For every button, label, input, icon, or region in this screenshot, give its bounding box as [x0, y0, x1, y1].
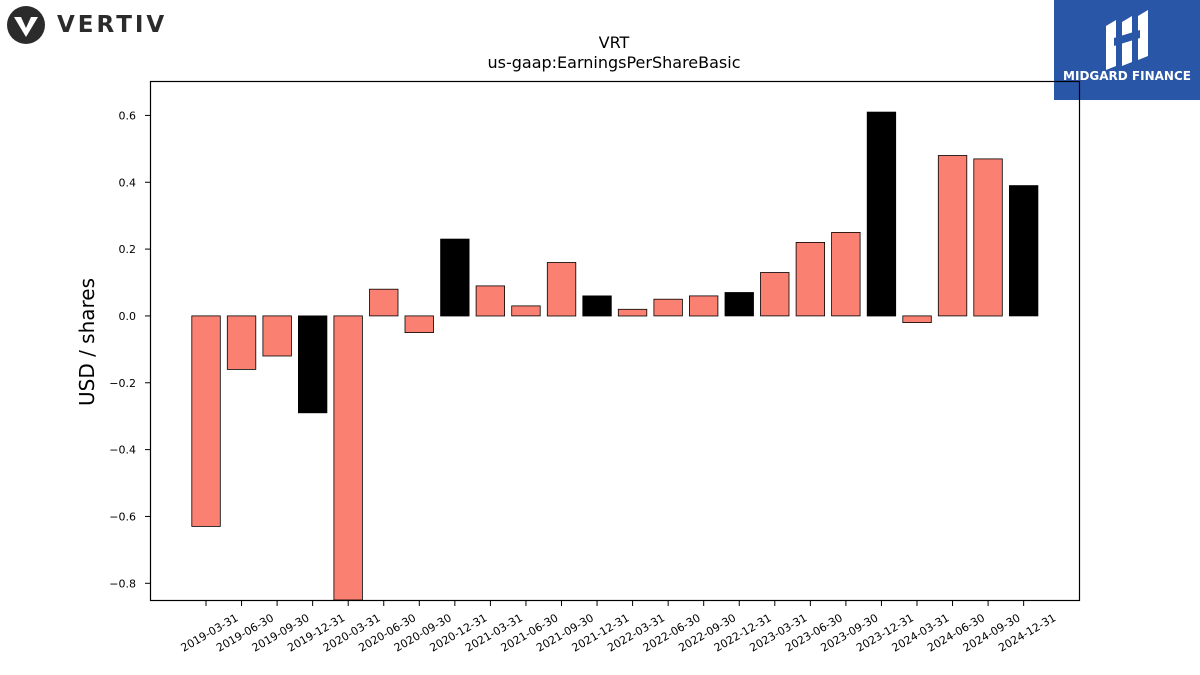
bar-2023-03-31: [760, 272, 790, 317]
bar-2020-12-31: [440, 238, 470, 317]
plot-frame: [149, 80, 1081, 602]
bar-2022-03-31: [617, 308, 648, 317]
vertiv-logo-text: VERTIV: [57, 12, 168, 38]
y-tick-label: 0.4: [119, 176, 137, 189]
midgard-finance-logo: MIDGARD FINANCE: [1054, 0, 1200, 100]
y-axis: −0.8 −0.6 −0.4 −0.2 0.0 0.2 0.4 0.6: [109, 109, 151, 590]
bar-2024-06-30: [937, 155, 968, 317]
bar-2019-09-30: [262, 315, 292, 357]
chart-subtitle: us-gaap:EarningsPerShareBasic: [487, 53, 740, 72]
bar-2022-12-31: [724, 292, 754, 317]
bar-2022-06-30: [653, 298, 683, 317]
bar-2024-12-31: [1009, 185, 1039, 317]
bar-2023-09-30: [831, 231, 861, 317]
bar-2021-03-31: [475, 285, 506, 317]
y-tick-label: −0.2: [109, 377, 136, 390]
midgard-logo-text: MIDGARD FINANCE: [1063, 69, 1191, 83]
bar-2021-12-31: [582, 295, 612, 317]
bar-2021-09-30: [546, 262, 577, 317]
bar-2019-06-30: [226, 315, 257, 370]
bar-2023-06-30: [795, 241, 825, 317]
bar-2020-09-30: [404, 315, 434, 333]
y-tick-label: 0.2: [119, 243, 137, 256]
y-tick-label: −0.6: [109, 510, 136, 523]
bar-2020-06-30: [369, 288, 399, 317]
vertiv-logo: VERTIV: [7, 6, 167, 44]
bar-2024-09-30: [973, 158, 1003, 317]
y-tick-label: 0.6: [119, 109, 137, 122]
vertiv-logo-icon: [7, 6, 45, 44]
bar-2022-09-30: [689, 295, 719, 317]
bars-layer: [191, 111, 1039, 601]
chart-title: VRT: [599, 33, 630, 52]
y-tick-label: −0.4: [109, 444, 136, 457]
y-tick-label: −0.8: [109, 577, 136, 590]
bar-2021-06-30: [511, 305, 541, 317]
x-axis: 2019-03-312019-06-302019-09-302019-12-31…: [179, 600, 1058, 655]
bar-2023-12-31: [866, 111, 897, 317]
y-tick-label: 0.0: [119, 310, 137, 323]
bar-2024-03-31: [902, 315, 932, 323]
midgard-logo-icon: [1106, 10, 1148, 70]
y-axis-label: USD / shares: [75, 278, 99, 406]
bar-2019-12-31: [297, 315, 328, 414]
bar-2020-03-31: [333, 315, 363, 601]
bar-2019-03-31: [191, 315, 221, 527]
